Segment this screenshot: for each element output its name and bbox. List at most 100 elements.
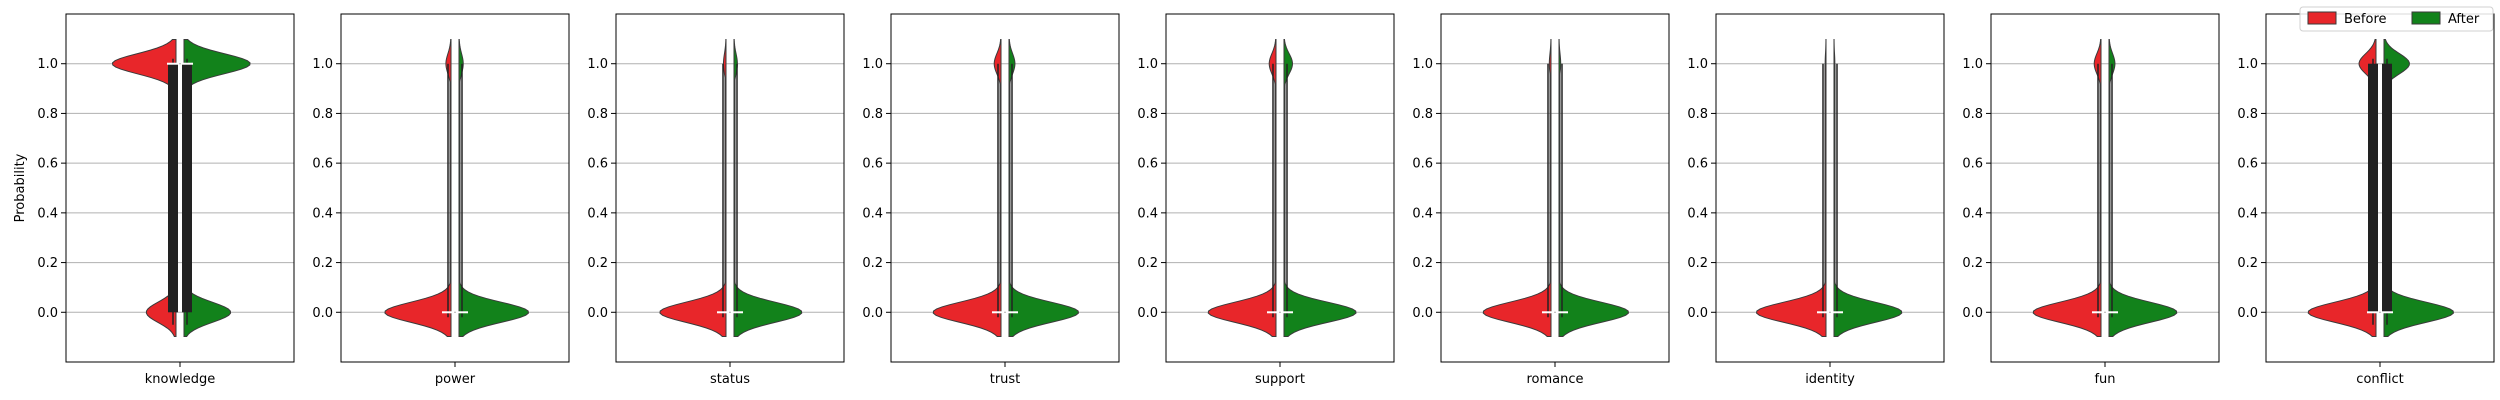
ytick-label: 0.8 bbox=[2237, 107, 2258, 122]
violin-before-romance bbox=[1482, 38, 1552, 338]
violin-after-status bbox=[733, 38, 803, 338]
ytick-label: 0.6 bbox=[862, 157, 883, 172]
category-label-knowledge: knowledge bbox=[145, 372, 215, 387]
legend-frame bbox=[2299, 6, 2494, 32]
axes-frame bbox=[1990, 13, 2220, 363]
ytick-label: 1.0 bbox=[312, 57, 333, 72]
axes-frame bbox=[1715, 13, 1945, 363]
violin-after-identity bbox=[1833, 38, 1903, 338]
violin-before-conflict bbox=[2307, 38, 2377, 338]
ytick-label: 0.6 bbox=[312, 157, 333, 172]
ytick-label: 0.8 bbox=[587, 107, 608, 122]
ytick-label: 0.2 bbox=[1687, 256, 1708, 271]
ytick-label: 0.0 bbox=[1962, 306, 1983, 321]
ytick-label: 1.0 bbox=[1137, 57, 1158, 72]
ytick-label: 0.4 bbox=[312, 206, 333, 221]
ytick-label: 0.8 bbox=[1687, 107, 1708, 122]
violin-before-status bbox=[659, 38, 727, 338]
ytick-label: 0.2 bbox=[862, 256, 883, 271]
violin-before-knowledge bbox=[111, 38, 177, 338]
ytick-label: 0.6 bbox=[587, 157, 608, 172]
category-label-support: support bbox=[1255, 372, 1305, 387]
violin-before-power bbox=[384, 38, 452, 338]
violin-after-knowledge bbox=[183, 38, 251, 338]
panel-conflict: 0.0 0.2 0.4 0.6 0.8 1.0 conflict bbox=[2237, 13, 2495, 387]
panel-fun: 0.0 0.2 0.4 0.6 0.8 1.0 fun bbox=[1962, 13, 2220, 387]
ytick-label: 0.4 bbox=[1962, 206, 1983, 221]
ytick-label: 0.2 bbox=[587, 256, 608, 271]
violin-after-fun bbox=[2108, 38, 2178, 338]
ytick-label: 1.0 bbox=[1962, 57, 1983, 72]
ytick-label: 0.8 bbox=[312, 107, 333, 122]
category-label-fun: fun bbox=[2094, 372, 2115, 387]
ytick-label: 0.6 bbox=[37, 157, 58, 172]
category-label-identity: identity bbox=[1805, 372, 1855, 387]
violin-after-romance bbox=[1558, 38, 1629, 338]
axes-frame bbox=[340, 13, 570, 363]
ytick-label: 0.2 bbox=[1962, 256, 1983, 271]
ytick-label: 0.4 bbox=[1412, 206, 1433, 221]
ytick-label: 0.4 bbox=[1137, 206, 1158, 221]
ytick-label: 0.8 bbox=[1412, 107, 1433, 122]
ytick-label: 0.2 bbox=[2237, 256, 2258, 271]
ytick-label: 0.4 bbox=[862, 206, 883, 221]
category-label-status: status bbox=[710, 372, 750, 387]
ytick-label: 0.2 bbox=[312, 256, 333, 271]
ytick-label: 0.0 bbox=[37, 306, 58, 321]
panel-power: 0.0 0.2 0.4 0.6 0.8 1.0 power bbox=[312, 13, 570, 387]
ytick-label: 0.4 bbox=[37, 206, 58, 221]
violin-after-conflict bbox=[2383, 38, 2454, 338]
ytick-label: 0.0 bbox=[312, 306, 333, 321]
violin-after-support bbox=[1283, 38, 1357, 338]
panel-trust: 0.0 0.2 0.4 0.6 0.8 1.0 trust bbox=[862, 13, 1120, 387]
ytick-label: 1.0 bbox=[1412, 57, 1433, 72]
ytick-label: 0.0 bbox=[2237, 306, 2258, 321]
violin-after-power bbox=[458, 38, 529, 338]
violin-before-trust bbox=[932, 38, 1002, 338]
ytick-label: 0.6 bbox=[1962, 157, 1983, 172]
violin-before-identity bbox=[1756, 38, 1827, 338]
panel-support: 0.0 0.2 0.4 0.6 0.8 1.0 support bbox=[1137, 13, 1395, 387]
ytick-label: 1.0 bbox=[1687, 57, 1708, 72]
panel-status: 0.0 0.2 0.4 0.6 0.8 1.0 status bbox=[587, 13, 845, 387]
ytick-label: 0.4 bbox=[2237, 206, 2258, 221]
category-label-trust: trust bbox=[990, 372, 1021, 387]
violin-before-fun bbox=[2032, 38, 2102, 338]
ytick-label: 0.4 bbox=[1687, 206, 1708, 221]
ytick-label: 0.8 bbox=[1137, 107, 1158, 122]
axes-frame bbox=[1440, 13, 1670, 363]
category-label-conflict: conflict bbox=[2356, 372, 2403, 387]
axes-frame bbox=[2265, 13, 2495, 363]
ytick-label: 0.4 bbox=[587, 206, 608, 221]
legend: Before After bbox=[2299, 6, 2494, 32]
panel-identity: 0.0 0.2 0.4 0.6 0.8 1.0 identity bbox=[1687, 13, 1945, 387]
axes-frame bbox=[890, 13, 1120, 363]
y-axis-label: Probability bbox=[13, 153, 28, 222]
ytick-label: 0.0 bbox=[862, 306, 883, 321]
ytick-label: 0.2 bbox=[37, 256, 58, 271]
ytick-label: 0.0 bbox=[587, 306, 608, 321]
axes-frame bbox=[65, 13, 295, 363]
panel-romance: 0.0 0.2 0.4 0.6 0.8 1.0 romance bbox=[1412, 13, 1670, 387]
ytick-label: 0.6 bbox=[2237, 157, 2258, 172]
ytick-label: 0.8 bbox=[1962, 107, 1983, 122]
violin-before-support bbox=[1207, 38, 1277, 338]
ytick-label: 0.0 bbox=[1687, 306, 1708, 321]
legend-label-after: After bbox=[2448, 12, 2480, 27]
ytick-label: 0.8 bbox=[862, 107, 883, 122]
ytick-label: 0.2 bbox=[1137, 256, 1158, 271]
violin-after-trust bbox=[1008, 38, 1079, 338]
legend-swatch-before bbox=[2307, 11, 2337, 25]
category-label-power: power bbox=[435, 372, 476, 387]
ytick-label: 0.2 bbox=[1412, 256, 1433, 271]
ytick-label: 1.0 bbox=[37, 57, 58, 72]
ytick-label: 1.0 bbox=[862, 57, 883, 72]
panel-knowledge: 0.0 0.2 0.4 0.6 0.8 1.0 knowledge bbox=[37, 13, 295, 387]
legend-label-before: Before bbox=[2344, 12, 2387, 27]
ytick-label: 1.0 bbox=[587, 57, 608, 72]
ytick-label: 0.6 bbox=[1412, 157, 1433, 172]
ytick-label: 1.0 bbox=[2237, 57, 2258, 72]
axes-frame bbox=[615, 13, 845, 363]
ytick-label: 0.6 bbox=[1137, 157, 1158, 172]
ytick-label: 0.8 bbox=[37, 107, 58, 122]
